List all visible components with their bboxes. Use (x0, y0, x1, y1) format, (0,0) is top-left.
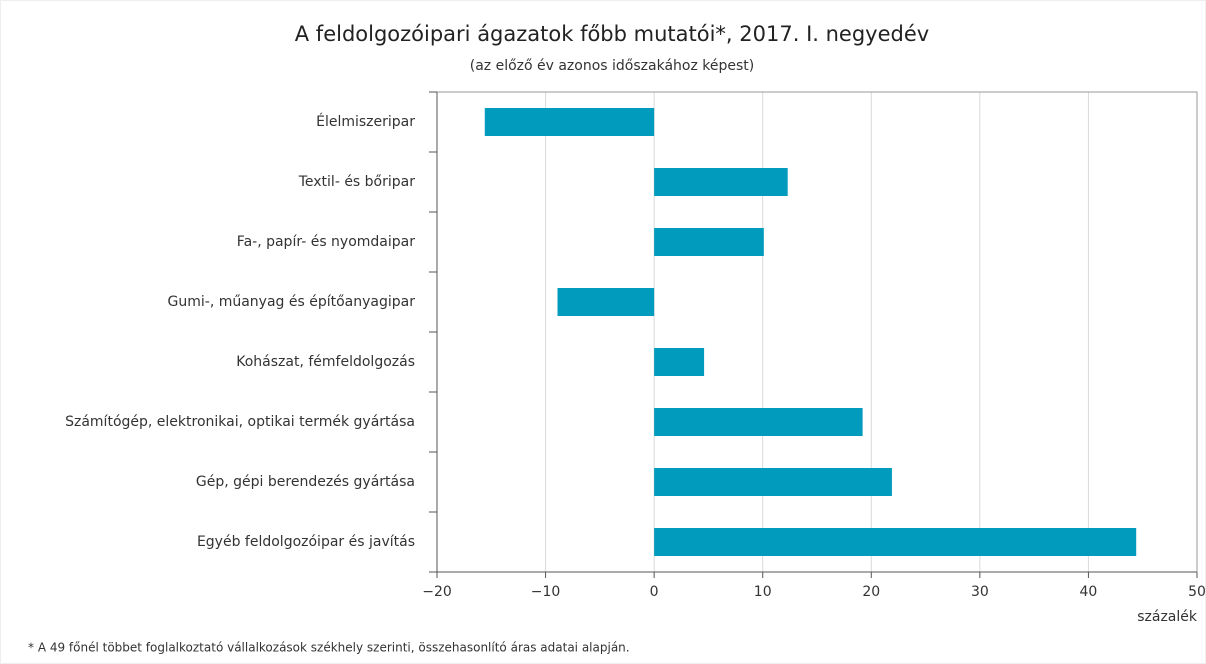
bar (654, 228, 764, 256)
chart-subtitle: (az előző év azonos időszakához képest) (470, 58, 755, 74)
x-tick-label: −10 (531, 584, 561, 600)
x-tick-label: 40 (1080, 584, 1098, 600)
bar (654, 168, 788, 196)
bar (654, 408, 863, 436)
y-tick-label: Élelmiszeripar (316, 113, 415, 130)
bar (557, 288, 655, 316)
x-tick-label: 20 (862, 584, 880, 600)
chart-title: A feldolgozóipari ágazatok főbb mutatói*… (295, 22, 929, 46)
y-tick-label: Számítógép, elektronikai, optikai termék… (65, 414, 415, 430)
y-tick-label: Fa-, papír- és nyomdaipar (237, 234, 415, 250)
y-tick-label: Gumi-, műanyag és építőanyagipar (168, 294, 416, 310)
bar (484, 108, 655, 136)
bar (654, 348, 705, 376)
y-tick-label: Textil- és bőripar (298, 174, 416, 190)
x-tick-label: −20 (422, 584, 452, 600)
y-tick-label: Kohászat, fémfeldolgozás (236, 354, 415, 370)
footnote: * A 49 főnél többet foglalkoztató vállal… (28, 641, 630, 655)
x-tick-label: 10 (754, 584, 772, 600)
bar (654, 468, 892, 496)
x-tick-label: 0 (650, 584, 659, 600)
x-tick-label: 30 (971, 584, 989, 600)
x-tick-label: 50 (1188, 584, 1206, 600)
y-tick-label: Egyéb feldolgozóipar és javítás (197, 534, 415, 550)
y-tick-label: Gép, gépi berendezés gyártása (196, 474, 415, 490)
x-axis-label: százalék (1137, 609, 1198, 625)
bar (654, 528, 1137, 556)
